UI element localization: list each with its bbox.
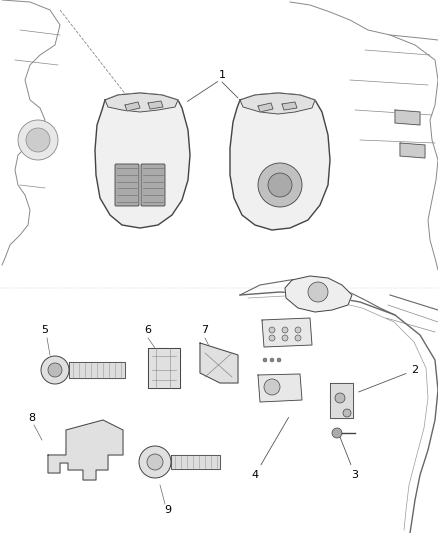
Polygon shape — [262, 318, 312, 347]
Polygon shape — [285, 276, 352, 312]
Polygon shape — [148, 101, 163, 109]
Polygon shape — [240, 93, 315, 114]
Polygon shape — [48, 420, 123, 480]
Circle shape — [269, 335, 275, 341]
Polygon shape — [148, 348, 180, 388]
Polygon shape — [95, 93, 190, 228]
Text: 4: 4 — [251, 417, 289, 480]
Circle shape — [264, 379, 280, 395]
Text: 3: 3 — [339, 434, 358, 480]
Text: 2: 2 — [359, 365, 419, 392]
Polygon shape — [105, 93, 178, 112]
Circle shape — [308, 282, 328, 302]
Text: 9: 9 — [164, 505, 172, 515]
Circle shape — [41, 356, 69, 384]
Text: 8: 8 — [28, 413, 35, 423]
Circle shape — [263, 358, 267, 362]
Polygon shape — [230, 93, 330, 230]
Circle shape — [258, 163, 302, 207]
Text: 6: 6 — [145, 325, 152, 335]
FancyBboxPatch shape — [141, 164, 165, 206]
Circle shape — [147, 454, 163, 470]
Text: 1: 1 — [219, 70, 226, 80]
Circle shape — [277, 358, 281, 362]
Polygon shape — [282, 102, 297, 110]
Circle shape — [269, 327, 275, 333]
Text: 7: 7 — [201, 325, 208, 335]
Circle shape — [268, 173, 292, 197]
Circle shape — [343, 409, 351, 417]
Circle shape — [282, 335, 288, 341]
Polygon shape — [125, 102, 140, 111]
Circle shape — [282, 327, 288, 333]
Circle shape — [295, 327, 301, 333]
Polygon shape — [200, 343, 238, 383]
Circle shape — [26, 128, 50, 152]
Polygon shape — [258, 103, 273, 112]
Polygon shape — [395, 110, 420, 125]
Circle shape — [270, 358, 274, 362]
Polygon shape — [258, 374, 302, 402]
FancyBboxPatch shape — [115, 164, 139, 206]
Polygon shape — [330, 383, 353, 418]
Circle shape — [332, 428, 342, 438]
Text: 5: 5 — [42, 325, 49, 335]
Circle shape — [139, 446, 171, 478]
Circle shape — [48, 363, 62, 377]
Polygon shape — [400, 143, 425, 158]
Circle shape — [295, 335, 301, 341]
Polygon shape — [171, 455, 220, 469]
Circle shape — [335, 393, 345, 403]
Polygon shape — [69, 362, 125, 378]
Circle shape — [18, 120, 58, 160]
